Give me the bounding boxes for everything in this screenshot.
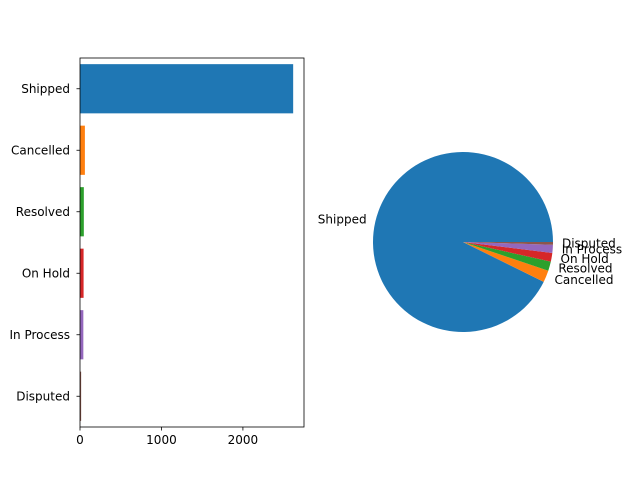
bar-disputed — [80, 371, 82, 421]
ytick-label-on-hold: On Hold — [22, 266, 70, 280]
slice-label-shipped: Shipped — [318, 213, 367, 227]
bar-shipped — [80, 64, 294, 114]
bar-resolved — [80, 187, 84, 237]
xtick-label-2000: 2000 — [228, 433, 259, 447]
bar-chart: Shipped Cancelled Resolved On Hold In Proces… — [10, 57, 305, 447]
slice-cancelled — [463, 242, 549, 282]
slice-label-on-hold: On Hold — [561, 252, 609, 266]
slice-label-in-process: In Process — [562, 243, 622, 257]
bar-cancelled — [80, 125, 85, 175]
bar-on-hold — [80, 248, 84, 298]
ytick-label-resolved: Resolved — [16, 205, 70, 219]
ytick-label-shipped: Shipped — [21, 82, 70, 96]
bar-in-process — [80, 310, 84, 360]
slice-on-hold — [463, 242, 553, 262]
slice-label-disputed: Disputed — [562, 237, 616, 251]
ytick-label-in-process: In Process — [10, 328, 70, 342]
slice-label-cancelled: Cancelled — [555, 273, 614, 287]
slice-in-process — [463, 242, 553, 253]
bar-axes-frame — [79, 57, 305, 428]
xtick-label-1000: 1000 — [146, 433, 177, 447]
xtick-label-0: 0 — [76, 433, 84, 447]
slice-resolved — [463, 242, 551, 271]
slice-label-resolved: Resolved — [558, 262, 612, 276]
slice-disputed — [463, 242, 553, 245]
ytick-label-cancelled: Cancelled — [11, 143, 70, 157]
ytick-label-disputed: Disputed — [16, 389, 70, 403]
